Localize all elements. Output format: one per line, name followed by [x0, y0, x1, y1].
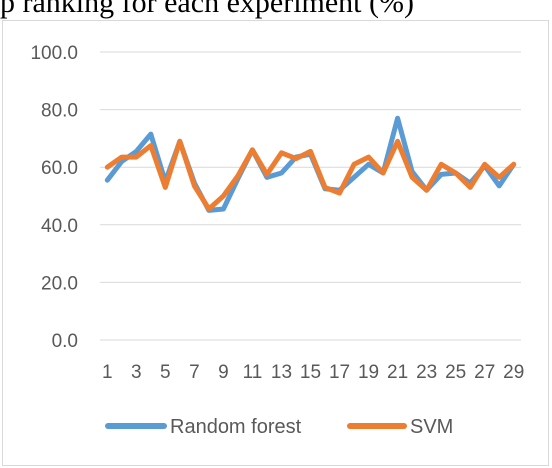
- x-tick-label: 23: [416, 362, 437, 383]
- figure-caption: p ranking for each experiment (%): [0, 0, 414, 19]
- legend: Random forest SVM: [105, 416, 453, 438]
- series-lines: [104, 115, 517, 213]
- y-axis-tick-labels: 0.0 20.0 40.0 60.0 80.0 100.0: [30, 43, 78, 352]
- x-tick-label: 19: [358, 362, 379, 383]
- x-tick-label: 9: [218, 362, 229, 383]
- series-line-svm: [104, 138, 517, 212]
- x-tick-label: 5: [160, 362, 171, 383]
- x-axis-tick-labels: 1 3 5 7 9 11 13 15 17 19 21 23 25 27 29: [102, 362, 524, 383]
- x-tick-label: 15: [300, 362, 321, 383]
- y-tick-label: 20.0: [41, 273, 78, 294]
- x-tick-label: 7: [189, 362, 200, 383]
- series-line-random-forest: [104, 115, 517, 213]
- y-tick-label: 40.0: [41, 216, 78, 237]
- y-tick-label: 0.0: [52, 331, 78, 352]
- x-tick-label: 27: [474, 362, 495, 383]
- y-tick-label: 80.0: [41, 101, 78, 122]
- x-tick-label: 29: [503, 362, 524, 383]
- legend-label-svm: SVM: [410, 416, 453, 438]
- x-tick-label: 11: [243, 362, 263, 383]
- x-tick-label: 3: [131, 362, 142, 383]
- x-tick-label: 21: [387, 362, 408, 383]
- chart-frame: [2, 20, 549, 466]
- x-tick-label: 17: [329, 362, 350, 383]
- legend-label-random-forest: Random forest: [170, 416, 302, 438]
- x-tick-label: 25: [445, 362, 466, 383]
- x-tick-label: 1: [102, 362, 113, 383]
- x-tick-label: 13: [271, 362, 292, 383]
- y-tick-label: 100.0: [30, 43, 78, 64]
- y-tick-label: 60.0: [41, 158, 78, 179]
